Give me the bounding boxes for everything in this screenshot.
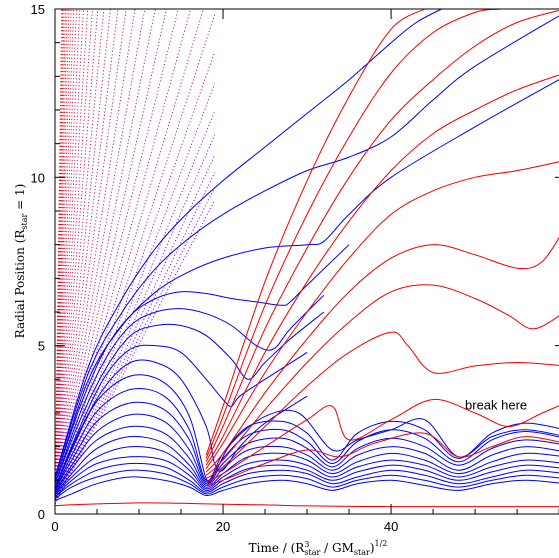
trajectory-10 — [54, 387, 559, 491]
trajectory-27 — [205, 9, 559, 463]
escape-trajectory-14 — [54, 8, 105, 504]
trajectory-19 — [54, 8, 442, 478]
escape-trajectory-24 — [54, 8, 204, 505]
plot-frame — [54, 8, 559, 515]
escape-trajectory-9 — [54, 8, 81, 504]
escape-trajectory-15 — [54, 8, 111, 504]
trajectory-24 — [205, 236, 559, 473]
trajectories — [54, 8, 559, 508]
y-tick-label-0: 0 — [38, 507, 45, 522]
trajectory-16 — [54, 244, 350, 481]
escape-trajectory-7 — [54, 8, 75, 504]
escape-trajectory-13 — [54, 8, 99, 504]
annotation-break-here: break here — [465, 398, 527, 413]
trajectory-2 — [54, 469, 559, 500]
trajectory-26 — [205, 74, 559, 466]
x-axis-label: Time / (R3 star / GMstar)1/2 — [249, 539, 388, 557]
y-tick-label-5: 5 — [38, 339, 45, 354]
trajectory-1 — [54, 476, 559, 501]
trajectory-25 — [205, 161, 559, 469]
trajectory-0 — [54, 502, 559, 508]
trajectory-7 — [54, 425, 559, 495]
y-tick-label-15: 15 — [31, 2, 45, 17]
escape-trajectory-2 — [54, 8, 65, 504]
axis-ticks: 0 20 40 0 5 10 15 — [31, 2, 559, 534]
escape-trajectory-29 — [54, 134, 216, 505]
x-tick-label-40: 40 — [384, 519, 398, 534]
trajectory-8 — [54, 413, 559, 493]
trajectory-29 — [205, 8, 425, 456]
escape-trajectory-11 — [54, 8, 89, 504]
escape-trajectory-22 — [54, 8, 179, 505]
escape-trajectory-8 — [54, 8, 77, 504]
escape-trajectory-16 — [54, 8, 119, 504]
trajectory-9 — [54, 401, 559, 491]
trajectory-11 — [54, 374, 559, 489]
escape-trajectory-10 — [54, 8, 84, 504]
trajectory-15 — [54, 294, 325, 484]
trajectory-13 — [54, 344, 308, 488]
trajectory-14 — [54, 311, 325, 484]
escape-trajectory-28 — [54, 111, 216, 505]
escape-trajectory-21 — [54, 8, 167, 504]
escape-trajectory-12 — [54, 8, 93, 504]
escape-trajectory-32 — [54, 187, 216, 505]
y-tick-label-10: 10 — [31, 170, 45, 185]
trajectory-21 — [205, 398, 559, 483]
escape-trajectory-18 — [54, 8, 136, 504]
escape-trajectory-19 — [54, 8, 146, 504]
escape-trajectory-31 — [54, 172, 216, 505]
trajectory-20 — [206, 432, 559, 486]
escape-trajectory-20 — [54, 8, 156, 504]
escape-trajectory-23 — [54, 8, 192, 505]
y-axis-label: Radial Position (Rstar = 1) — [13, 184, 29, 339]
trajectory-23 — [205, 284, 559, 476]
trajectory-12 — [54, 359, 308, 488]
trajectory-18 — [54, 15, 559, 478]
x-tick-label-0: 0 — [51, 519, 58, 534]
trajectory-4 — [54, 456, 559, 498]
x-tick-label-20: 20 — [216, 519, 230, 534]
trajectory-17 — [54, 79, 559, 481]
trajectory-5 — [54, 445, 559, 496]
trajectory-22 — [205, 331, 559, 480]
escape-trajectory-1 — [54, 8, 64, 504]
trajectory-6 — [54, 435, 559, 495]
trajectory-3 — [54, 462, 559, 498]
escape-trajectory-0 — [54, 8, 63, 504]
trajectory-28 — [205, 8, 501, 459]
escape-trajectory-3 — [54, 8, 66, 504]
